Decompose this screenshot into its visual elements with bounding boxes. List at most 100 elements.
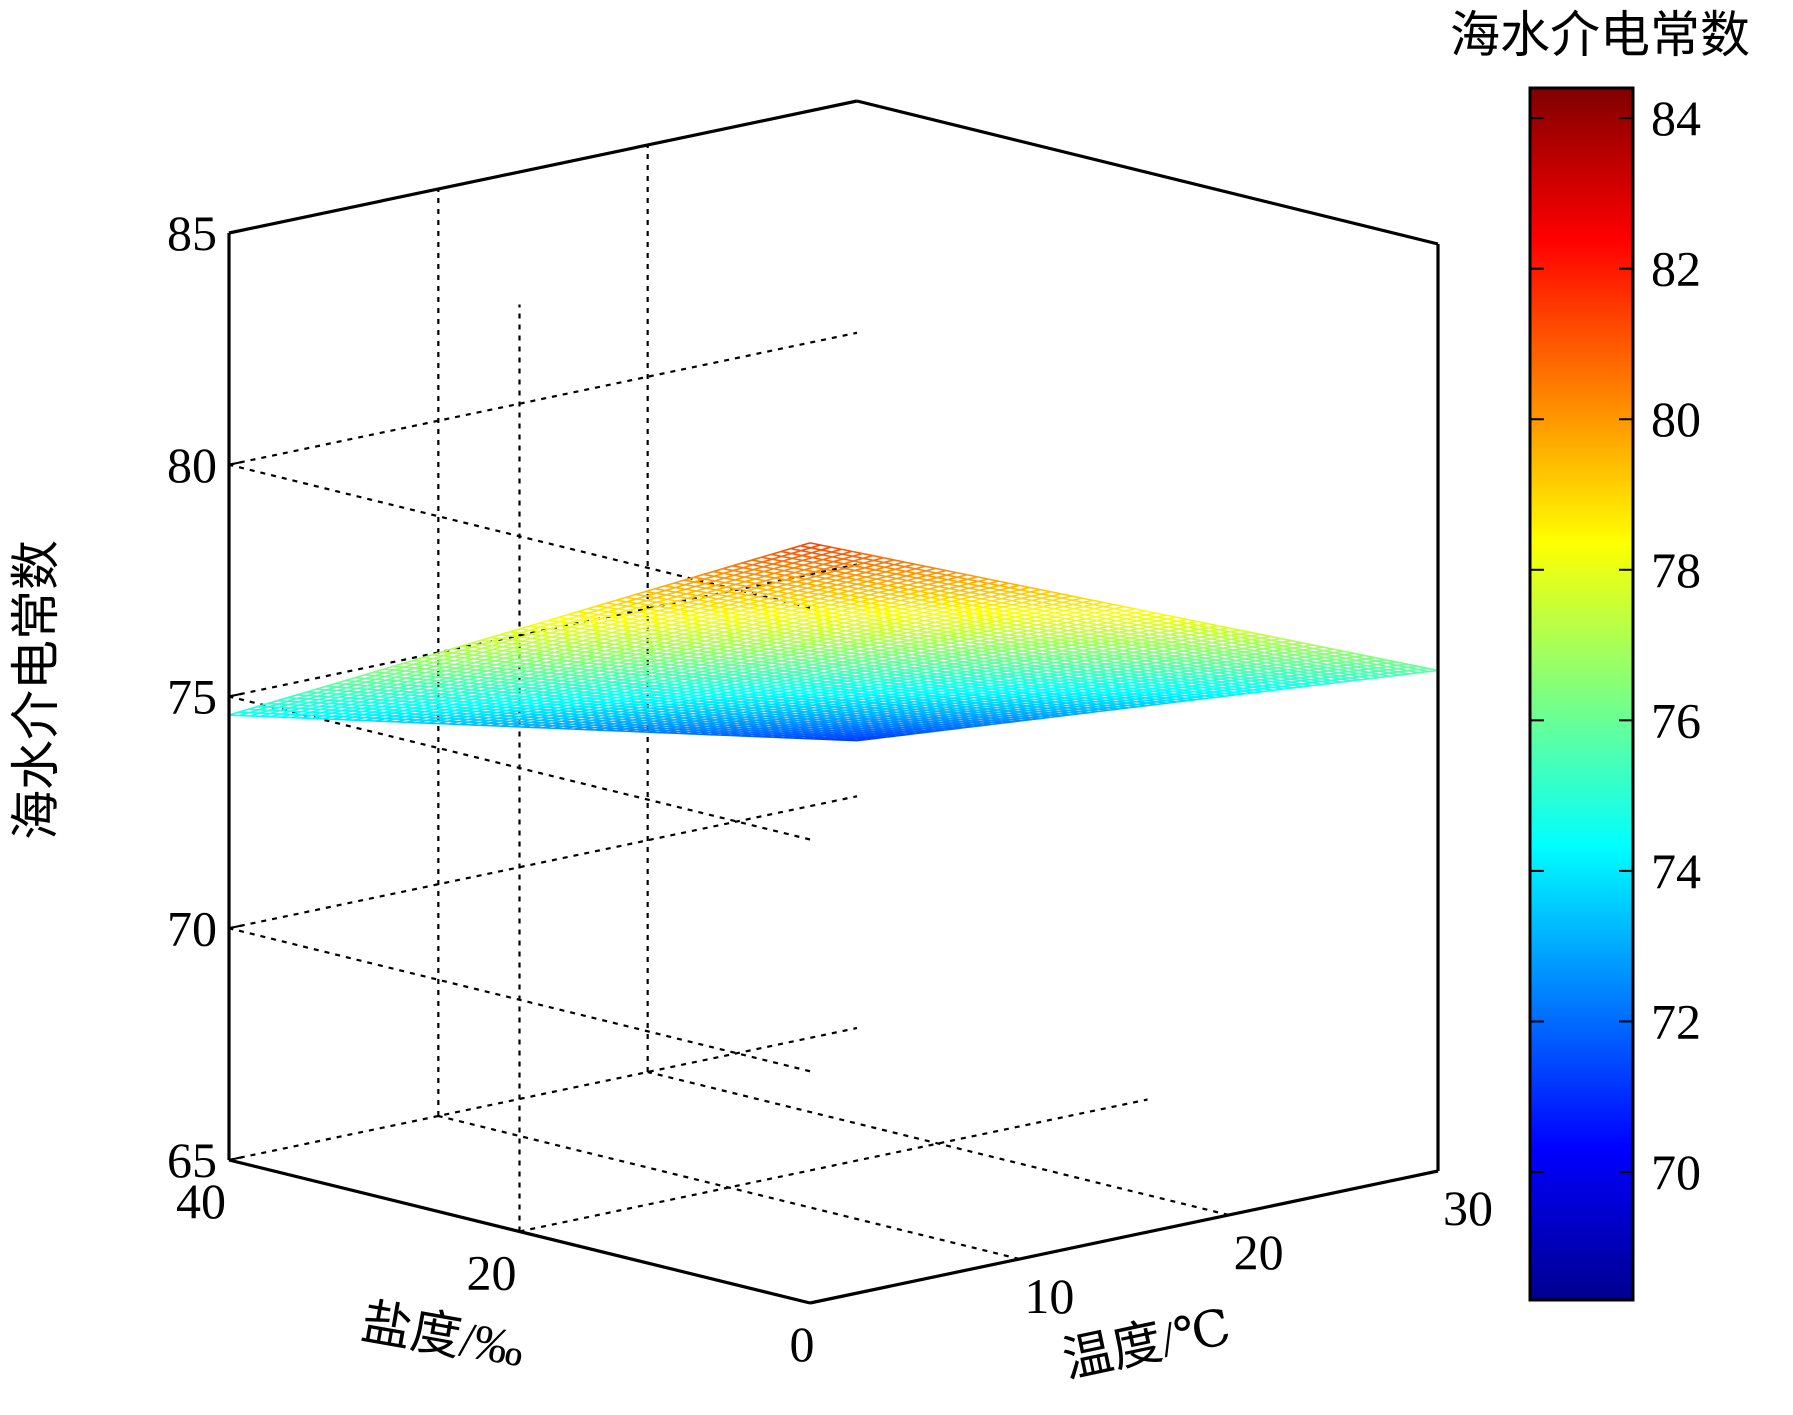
mesh-line	[1034, 660, 1045, 664]
mesh-line	[952, 654, 963, 658]
mesh-line	[722, 673, 734, 676]
mesh-line	[625, 596, 637, 600]
mesh-line	[1027, 624, 1038, 628]
mesh-line	[562, 641, 574, 645]
mesh-line	[776, 638, 788, 642]
mesh-line	[821, 554, 833, 558]
mesh-line	[589, 620, 601, 624]
mesh-line	[782, 666, 794, 670]
mesh-line	[491, 640, 502, 644]
mesh-line	[834, 622, 845, 626]
mesh-line	[862, 554, 874, 560]
mesh-line	[991, 597, 1002, 602]
mesh-line	[934, 664, 945, 669]
mesh-line	[990, 593, 1001, 598]
grid-line	[647, 1070, 1229, 1217]
mesh-line	[957, 578, 968, 583]
mesh-line	[924, 663, 935, 667]
mesh-line	[728, 653, 740, 657]
mesh-line	[911, 599, 922, 604]
mesh-line	[1077, 625, 1088, 630]
mesh-line	[845, 569, 856, 574]
mesh-line	[702, 624, 713, 628]
mesh-line	[1102, 647, 1113, 652]
mesh-line	[1085, 611, 1096, 616]
mesh-line	[833, 558, 844, 563]
mesh-line	[592, 637, 604, 640]
mesh-line	[986, 624, 997, 629]
mesh-line	[885, 622, 896, 627]
mesh-line	[934, 615, 945, 620]
mesh-line	[920, 646, 931, 650]
mesh-line	[727, 646, 738, 650]
mesh-line	[1048, 631, 1059, 636]
mesh-line	[484, 659, 496, 662]
mesh-line	[865, 569, 876, 574]
mesh-line	[807, 684, 819, 688]
mesh-line	[816, 636, 828, 640]
mesh-line	[660, 666, 671, 670]
mesh-line	[985, 665, 996, 669]
mesh-line	[934, 661, 945, 666]
mesh-line	[884, 618, 895, 623]
mesh-line	[531, 637, 543, 641]
mesh-line	[797, 683, 808, 687]
mesh-line	[751, 559, 763, 563]
mesh-line	[872, 608, 883, 613]
mesh-line	[1027, 627, 1038, 632]
mesh-line	[772, 618, 784, 622]
mesh-line	[576, 657, 588, 661]
mesh-line	[937, 578, 948, 583]
mesh-line	[778, 690, 790, 694]
mesh-line	[547, 665, 559, 668]
mesh-line	[713, 675, 724, 678]
mesh-line	[1168, 628, 1179, 632]
mesh-line	[954, 661, 965, 665]
mesh-line	[958, 677, 969, 681]
mesh-line	[763, 566, 774, 570]
mesh-line	[614, 643, 626, 647]
mesh-line	[619, 668, 631, 672]
mesh-line	[804, 672, 816, 676]
mesh-line	[669, 660, 680, 664]
mesh-line	[652, 629, 664, 633]
mesh-line	[492, 648, 504, 652]
mesh-line	[760, 660, 772, 664]
mesh-line	[463, 657, 475, 660]
mesh-line	[932, 607, 943, 612]
mesh-line	[855, 670, 866, 674]
mesh-line	[560, 629, 572, 633]
mesh-line	[1040, 640, 1051, 645]
mesh-line	[884, 563, 895, 568]
mesh-line	[1025, 665, 1036, 669]
mesh-line	[822, 556, 833, 561]
mesh-line	[843, 615, 854, 620]
mesh-line	[758, 650, 770, 654]
mesh-line	[896, 672, 907, 676]
mesh-line	[1030, 639, 1041, 643]
mesh-line	[667, 602, 679, 607]
mesh-line	[905, 667, 916, 671]
mesh-line	[1034, 656, 1045, 661]
mesh-line	[677, 650, 688, 654]
mesh-line	[877, 636, 888, 641]
mesh-line	[865, 627, 876, 631]
mesh-line	[715, 641, 727, 645]
mesh-line	[768, 597, 780, 602]
mesh-line	[495, 663, 507, 667]
mesh-line	[1039, 637, 1050, 641]
mesh-line	[897, 579, 908, 584]
mesh-line	[826, 678, 837, 681]
mesh-line	[679, 613, 691, 617]
mesh-line	[708, 654, 720, 658]
mesh-line	[1031, 597, 1043, 602]
mesh-line	[780, 608, 792, 612]
mesh-line	[740, 609, 751, 614]
mesh-line	[908, 682, 919, 686]
mesh-line	[733, 674, 745, 677]
mesh-line	[758, 600, 770, 604]
mesh-line	[972, 602, 983, 607]
mesh-line	[666, 649, 678, 653]
mesh-line	[1189, 628, 1199, 632]
mesh-line	[626, 652, 638, 656]
